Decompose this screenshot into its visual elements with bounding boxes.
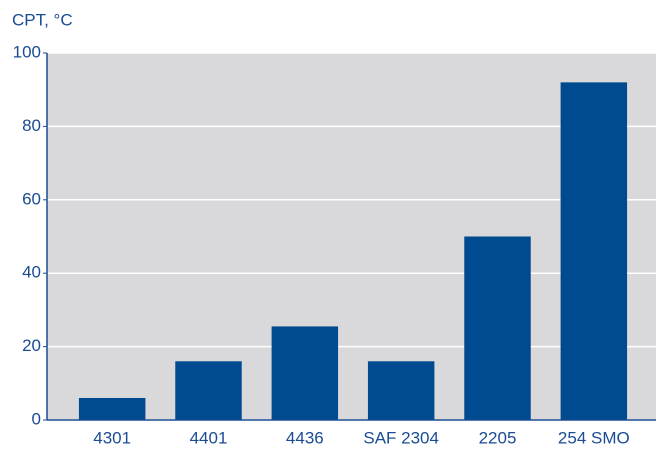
y-tick-label: 0 (32, 409, 41, 428)
plot-area (47, 53, 656, 420)
x-tick-label: 4436 (286, 428, 324, 447)
y-axis-label: CPT, °C (12, 10, 73, 29)
x-tick-label: SAF 2304 (363, 428, 439, 447)
x-tick-label: 2205 (479, 428, 517, 447)
bar (271, 326, 339, 420)
bar (560, 82, 628, 421)
y-tick-label: 60 (22, 189, 41, 208)
bar (78, 397, 146, 420)
y-tick-label: 80 (22, 116, 41, 135)
bar (367, 361, 435, 420)
y-tick-label: 40 (22, 263, 41, 282)
bar (175, 361, 242, 420)
x-tick-label: 4401 (190, 428, 228, 447)
y-tick-label: 100 (13, 42, 41, 61)
x-tick-label: 254 SMO (558, 428, 630, 447)
x-tick-label: 4301 (93, 428, 131, 447)
bar (464, 236, 531, 420)
y-tick-label: 20 (22, 336, 41, 355)
